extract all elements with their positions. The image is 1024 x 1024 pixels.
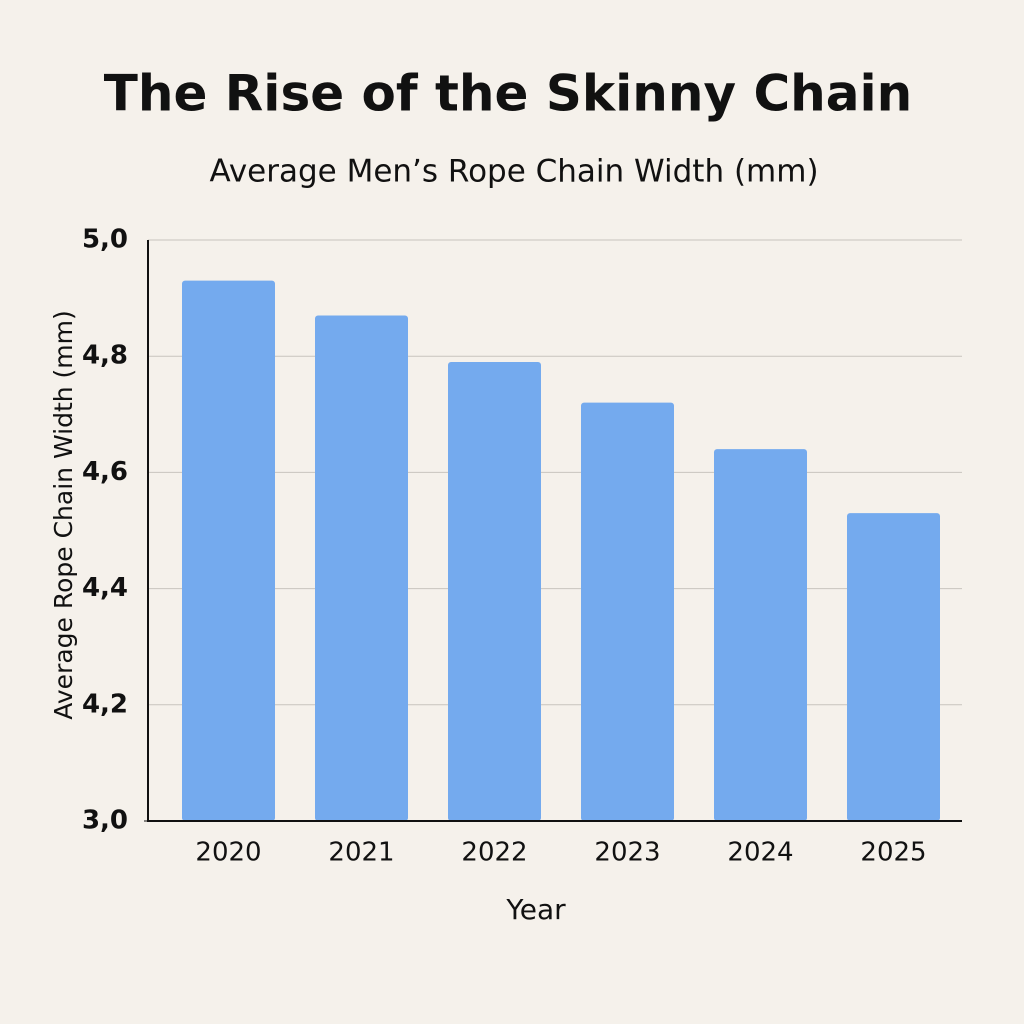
x-tick-label: 2022	[461, 838, 527, 868]
x-tick-label: 2023	[594, 838, 660, 868]
bar	[581, 402, 674, 821]
x-tick-label: 2020	[195, 838, 261, 868]
bar	[714, 449, 807, 821]
chart-title: The Rise of the Skinny Chain	[104, 65, 912, 123]
bar	[847, 513, 940, 821]
bar	[448, 362, 541, 821]
y-axis-label: Average Rope Chain Width (mm)	[49, 310, 78, 720]
x-tick-label: 2024	[727, 838, 793, 868]
y-tick-label: 4,8	[82, 341, 128, 371]
x-axis-label: Year	[505, 893, 566, 926]
y-tick-label: 5,0	[82, 225, 128, 255]
y-tick-label: 3,0	[82, 806, 128, 836]
y-tick-label: 4,4	[82, 573, 128, 603]
x-tick-label: 2021	[328, 838, 394, 868]
bar	[182, 280, 275, 821]
bar	[315, 315, 408, 821]
y-tick-label: 4,6	[82, 457, 128, 487]
x-tick-label: 2025	[860, 838, 926, 868]
chart-subtitle: Average Men’s Rope Chain Width (mm)	[209, 154, 818, 190]
y-tick-label: 4,2	[82, 689, 128, 719]
